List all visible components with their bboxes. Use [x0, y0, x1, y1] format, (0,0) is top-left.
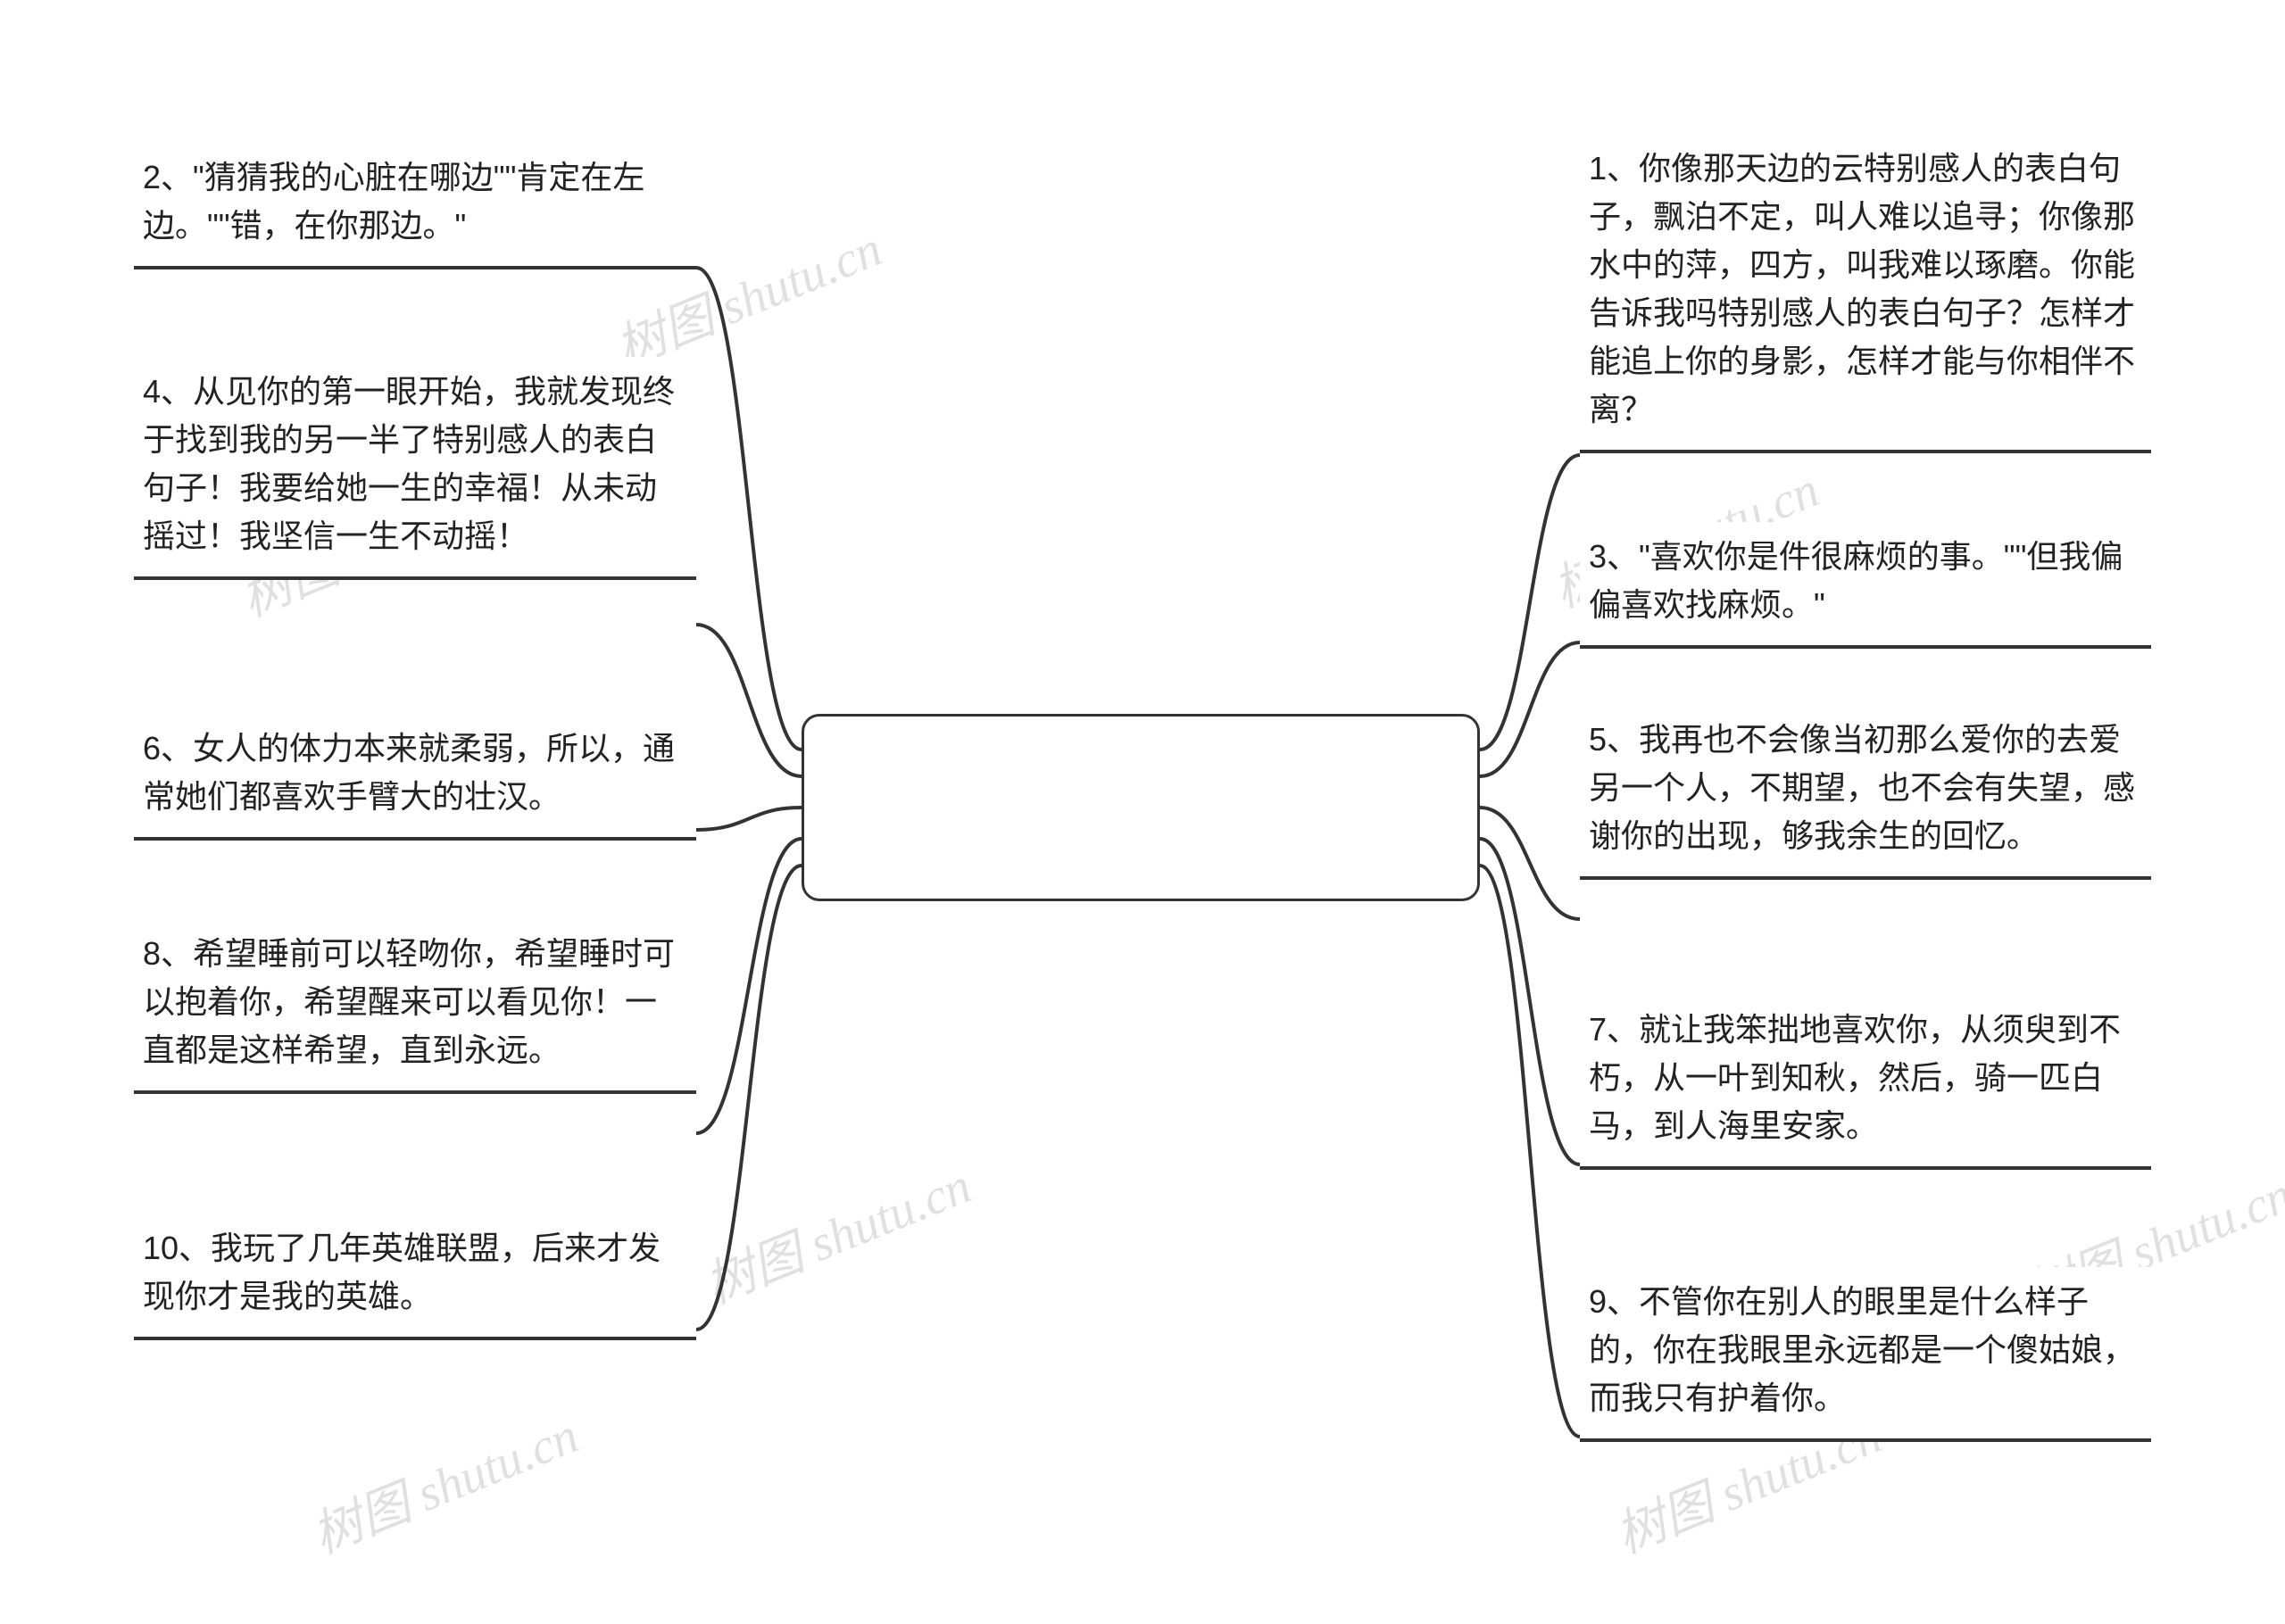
branch-node-n6: 6、女人的体力本来就柔弱，所以，通常她们都喜欢手臂大的壮汉。: [134, 714, 696, 841]
branch-node-text: 5、我再也不会像当初那么爱你的去爱另一个人，不期望，也不会有失望，感谢你的出现，…: [1589, 721, 2135, 854]
branch-node-text: 7、就让我笨拙地喜欢你，从须臾到不朽，从一叶到知秋，然后，骑一匹白马，到人海里安…: [1589, 1011, 2121, 1144]
branch-node-n7: 7、就让我笨拙地喜欢你，从须臾到不朽，从一叶到知秋，然后，骑一匹白马，到人海里安…: [1580, 995, 2151, 1170]
branch-node-text: 8、希望睡前可以轻吻你，希望睡时可以抱着你，希望醒来可以看见你！一直都是这样希望…: [143, 935, 675, 1068]
branch-node-text: 1、你像那天边的云特别感人的表白句子，飘泊不定，叫人难以追寻；你像那水中的萍，四…: [1589, 150, 2135, 427]
branch-node-n1: 1、你像那天边的云特别感人的表白句子，飘泊不定，叫人难以追寻；你像那水中的萍，四…: [1580, 134, 2151, 453]
branch-node-text: 3、"喜欢你是件很麻烦的事。""但我偏偏喜欢找麻烦。": [1589, 538, 2123, 623]
branch-node-n10: 10、我玩了几年英雄联盟，后来才发现你才是我的英雄。: [134, 1214, 696, 1340]
watermark: 树图 shutu.cn: [300, 1396, 587, 1568]
branch-node-n2: 2、"猜猜我的心脏在哪边""肯定在左边。""错，在你那边。": [134, 143, 696, 269]
branch-node-n9: 9、不管你在别人的眼里是什么样子的，你在我眼里永远都是一个傻姑娘，而我只有护着你…: [1580, 1267, 2151, 1442]
branch-node-text: 4、从见你的第一眼开始，我就发现终于找到我的另一半了特别感人的表白句子！我要给她…: [143, 373, 675, 554]
branch-node-text: 10、我玩了几年英雄联盟，后来才发现你才是我的英雄。: [143, 1230, 661, 1314]
branch-node-text: 2、"猜猜我的心脏在哪边""肯定在左边。""错，在你那边。": [143, 159, 644, 244]
branch-node-n4: 4、从见你的第一眼开始，我就发现终于找到我的另一半了特别感人的表白句子！我要给她…: [134, 357, 696, 580]
branch-node-text: 9、不管你在别人的眼里是什么样子的，你在我眼里永远都是一个傻姑娘，而我只有护着你…: [1589, 1283, 2135, 1416]
branch-node-n3: 3、"喜欢你是件很麻烦的事。""但我偏偏喜欢找麻烦。": [1580, 522, 2151, 649]
branch-node-n8: 8、希望睡前可以轻吻你，希望睡时可以抱着你，希望醒来可以看见你！一直都是这样希望…: [134, 919, 696, 1094]
mindmap-canvas: 树图 shutu.cn树图 shutu.cn树图 shutu.cn树图 shut…: [0, 0, 2285, 1624]
branch-node-n5: 5、我再也不会像当初那么爱你的去爱另一个人，不期望，也不会有失望，感谢你的出现，…: [1580, 705, 2151, 880]
center-node: [802, 714, 1480, 901]
watermark: 树图 shutu.cn: [693, 1146, 980, 1318]
branch-node-text: 6、女人的体力本来就柔弱，所以，通常她们都喜欢手臂大的壮汉。: [143, 730, 675, 815]
